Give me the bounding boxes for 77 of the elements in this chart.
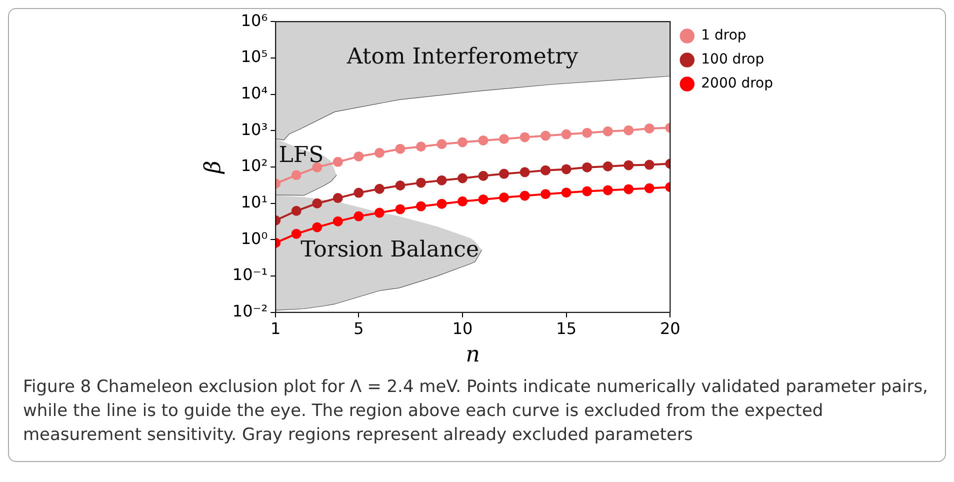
point (457, 137, 468, 148)
legend-label: 1 drop (701, 28, 746, 44)
x-tick-label: 5 (354, 319, 364, 338)
point (499, 192, 510, 202)
point (374, 148, 384, 158)
point (520, 167, 530, 178)
point (354, 151, 364, 162)
annotation: Torsion Balance (300, 237, 480, 262)
point (540, 189, 551, 200)
point (332, 216, 343, 226)
point (354, 211, 364, 222)
legend-label: 100 drop (701, 52, 764, 68)
y-tick-label: 10⁰ (240, 228, 268, 248)
y-tick-label: 10¹ (240, 192, 268, 212)
point (312, 198, 322, 208)
point (499, 168, 510, 179)
point (395, 204, 406, 214)
legend-label: 2000 drop (701, 76, 774, 92)
point (478, 194, 488, 204)
point (520, 132, 530, 142)
point (602, 185, 613, 196)
point (291, 206, 302, 216)
caption: Figure 8 Chameleon exclusion plot for Λ = 2.4 meV. Points indicate numerically validated parameter pairs, while the line is to guide the eye. The region above each curve is excluded from the expected measurement sensitivity. Gray regions represent already excluded parameters (23, 376, 929, 447)
point (395, 144, 406, 154)
point (644, 123, 654, 134)
point (602, 126, 613, 136)
point (312, 162, 322, 172)
point (561, 129, 572, 140)
point (540, 130, 551, 141)
y-tick-label: 10⁻¹ (232, 265, 268, 284)
point (561, 164, 572, 174)
point (457, 173, 468, 184)
point (354, 188, 364, 198)
annotation: Atom Interferometry (346, 44, 579, 70)
y-tick-label: 10⁻² (232, 302, 268, 321)
point (332, 156, 343, 167)
point (416, 201, 426, 212)
point (582, 128, 592, 138)
point (457, 196, 468, 206)
x-tick-label: 15 (556, 319, 576, 338)
point (291, 170, 302, 180)
point (478, 170, 488, 181)
point (395, 180, 406, 190)
point (644, 183, 654, 194)
y-tick-label: 10² (240, 156, 268, 176)
point (520, 190, 530, 201)
x-tick-label: 20 (660, 319, 680, 338)
point (602, 161, 613, 172)
y-tick-label: 10³ (240, 120, 268, 139)
point (291, 228, 302, 239)
point (374, 184, 384, 194)
point (436, 175, 447, 186)
point (312, 222, 322, 232)
point (416, 142, 426, 152)
y-tick-label: 10⁵ (240, 47, 268, 66)
point (374, 208, 384, 218)
y-axis-title: β (200, 160, 226, 174)
x-axis-title: n (466, 342, 480, 368)
y-tick-label: 10⁶ (240, 10, 268, 30)
point (624, 184, 634, 194)
point (436, 139, 447, 150)
x-tick-label: 1 (270, 319, 281, 338)
point (436, 198, 447, 209)
point (499, 134, 510, 144)
point (332, 193, 343, 204)
point (540, 165, 551, 176)
point (582, 162, 592, 172)
point (644, 160, 654, 170)
point (582, 186, 592, 196)
y-tick-label: 10⁴ (240, 83, 268, 102)
point (416, 178, 426, 188)
point (478, 135, 488, 146)
annotation: LFS (278, 142, 324, 168)
point (561, 188, 572, 198)
point (624, 160, 634, 170)
x-tick-label: 10 (452, 319, 473, 338)
point (624, 125, 634, 136)
